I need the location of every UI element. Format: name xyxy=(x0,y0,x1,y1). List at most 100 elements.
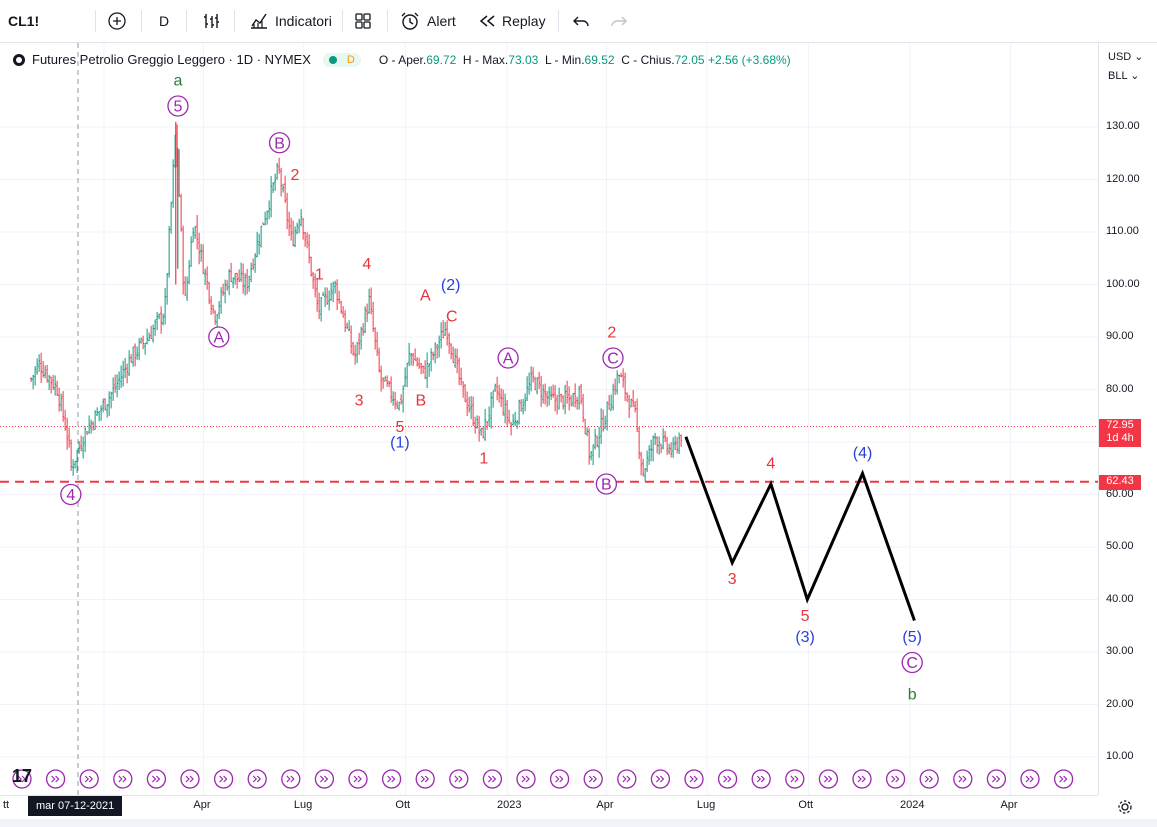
wave-label[interactable]: (5) xyxy=(902,629,922,646)
event-marker-icon[interactable] xyxy=(213,769,234,789)
wave-label[interactable]: 5 xyxy=(174,99,183,116)
wave-label[interactable]: 2 xyxy=(291,167,300,184)
event-marker-icon[interactable] xyxy=(583,769,603,789)
low-label: L - Min. xyxy=(544,52,585,67)
legend-title: Futures Petrolio Greggio Leggero · 1D · … xyxy=(32,52,311,67)
event-marker-icon[interactable] xyxy=(549,769,570,789)
wave-label[interactable]: C xyxy=(446,309,458,326)
wave-label[interactable]: C xyxy=(607,351,619,368)
elliott-projection-line[interactable] xyxy=(684,436,916,621)
event-marker-icon[interactable] xyxy=(1020,769,1040,789)
event-marker-icon[interactable] xyxy=(45,769,66,789)
event-marker-icon[interactable] xyxy=(1053,769,1074,789)
time-scale[interactable] xyxy=(0,795,1098,820)
price-tick-label: 90.00 xyxy=(1106,330,1134,342)
wave-label[interactable]: 2 xyxy=(607,324,616,341)
interval-label: D xyxy=(159,13,170,29)
layout-button[interactable] xyxy=(354,0,372,42)
price-tick-label: 10.00 xyxy=(1106,750,1134,762)
unit-selector[interactable]: BLL ⌄ xyxy=(1108,70,1140,82)
event-chevrons-icon xyxy=(185,775,194,783)
undo-button[interactable] xyxy=(572,0,590,42)
event-marker-icon[interactable] xyxy=(247,769,267,789)
price-tick-label: 110.00 xyxy=(1106,225,1139,237)
event-marker-icon[interactable] xyxy=(818,769,839,789)
event-marker-icon[interactable] xyxy=(449,769,469,789)
event-marker-icon[interactable] xyxy=(348,769,368,789)
event-marker-icon[interactable] xyxy=(79,769,99,789)
wave-label[interactable]: 5 xyxy=(395,419,404,436)
event-marker-icon[interactable] xyxy=(617,769,637,789)
event-marker-icon[interactable] xyxy=(751,769,771,789)
wave-label[interactable]: 4 xyxy=(362,256,371,273)
chart-legend: Futures Petrolio Greggio Leggero · 1D · … xyxy=(12,52,791,67)
event-marker-icon[interactable] xyxy=(953,769,973,789)
wave-label[interactable]: C xyxy=(906,655,918,672)
wave-label[interactable]: 1 xyxy=(479,450,488,467)
event-marker-icon[interactable] xyxy=(314,769,335,789)
event-marker-icon[interactable] xyxy=(852,769,872,789)
bottom-panel xyxy=(0,819,1157,827)
add-symbol-button[interactable] xyxy=(107,0,127,42)
wave-label[interactable]: B xyxy=(274,135,285,152)
symbol-label: CL1! xyxy=(8,13,40,29)
event-marker-icon[interactable] xyxy=(986,769,1007,789)
wave-label[interactable]: (4) xyxy=(853,445,873,462)
wave-label[interactable]: (2) xyxy=(441,277,461,294)
event-chevrons-icon xyxy=(487,775,497,783)
high-value: 73.03 xyxy=(508,52,539,67)
redo-button[interactable] xyxy=(610,0,628,42)
wave-label[interactable]: 4 xyxy=(66,487,75,504)
data-delay-badge: D xyxy=(346,53,355,66)
tradingview-logo-icon[interactable]: 17 xyxy=(12,766,32,786)
wave-label[interactable]: 3 xyxy=(728,571,737,588)
undo-icon xyxy=(573,16,589,27)
replay-button[interactable]: Replay xyxy=(478,0,546,42)
event-marker-icon[interactable] xyxy=(684,769,704,789)
alert-button[interactable]: Alert xyxy=(399,0,456,42)
event-marker-icon[interactable] xyxy=(785,769,805,789)
wave-label[interactable]: A xyxy=(213,330,224,347)
event-marker-icon[interactable] xyxy=(415,769,435,789)
wave-label[interactable]: (1) xyxy=(390,435,410,452)
wave-label[interactable]: b xyxy=(908,687,917,704)
event-chevrons-icon xyxy=(823,775,833,783)
wave-label[interactable]: (3) xyxy=(795,629,815,646)
wave-label[interactable]: A xyxy=(503,351,514,368)
interval-button[interactable]: D xyxy=(159,0,169,42)
chart-type-button[interactable] xyxy=(201,0,221,42)
replay-rewind-icon xyxy=(479,15,495,27)
wave-label[interactable]: B xyxy=(416,393,427,410)
event-marker-icon[interactable] xyxy=(381,769,402,789)
wave-label[interactable]: 3 xyxy=(355,393,364,410)
event-marker-icon[interactable] xyxy=(12,769,32,789)
wave-label[interactable]: 1 xyxy=(315,267,324,284)
event-chevrons-icon xyxy=(1025,775,1034,783)
event-marker-icon[interactable] xyxy=(146,769,167,789)
wave-label[interactable]: a xyxy=(174,72,183,89)
symbol-button[interactable]: CL1! xyxy=(8,0,39,42)
event-marker-icon[interactable] xyxy=(919,769,939,789)
event-marker-icon[interactable] xyxy=(482,769,503,789)
wave-label[interactable]: A xyxy=(420,288,431,305)
price-tick-label: 120.00 xyxy=(1106,172,1140,185)
event-marker-icon[interactable] xyxy=(113,769,133,789)
wave-label[interactable]: B xyxy=(601,477,612,494)
indicators-button[interactable]: Indicatori xyxy=(249,0,332,42)
plus-circle-icon xyxy=(108,12,126,30)
wave-label[interactable]: 5 xyxy=(801,608,810,625)
candles xyxy=(30,121,683,482)
event-marker-icon[interactable] xyxy=(885,769,906,789)
settings-gear-icon[interactable] xyxy=(1117,799,1133,815)
event-marker-icon[interactable] xyxy=(281,769,301,789)
wave-label[interactable]: 4 xyxy=(766,456,775,473)
event-marker-icon[interactable] xyxy=(180,769,200,789)
event-marker-icon[interactable] xyxy=(650,769,671,789)
horizontal-levels xyxy=(0,426,1098,483)
event-marker-icon[interactable] xyxy=(516,769,536,789)
wave-label-circle xyxy=(268,132,291,154)
currency-selector[interactable]: USD ⌄ xyxy=(1108,51,1144,63)
event-marker-icon[interactable] xyxy=(717,769,738,789)
crosshair-date-label: mar 07-12-2021 xyxy=(28,796,123,816)
